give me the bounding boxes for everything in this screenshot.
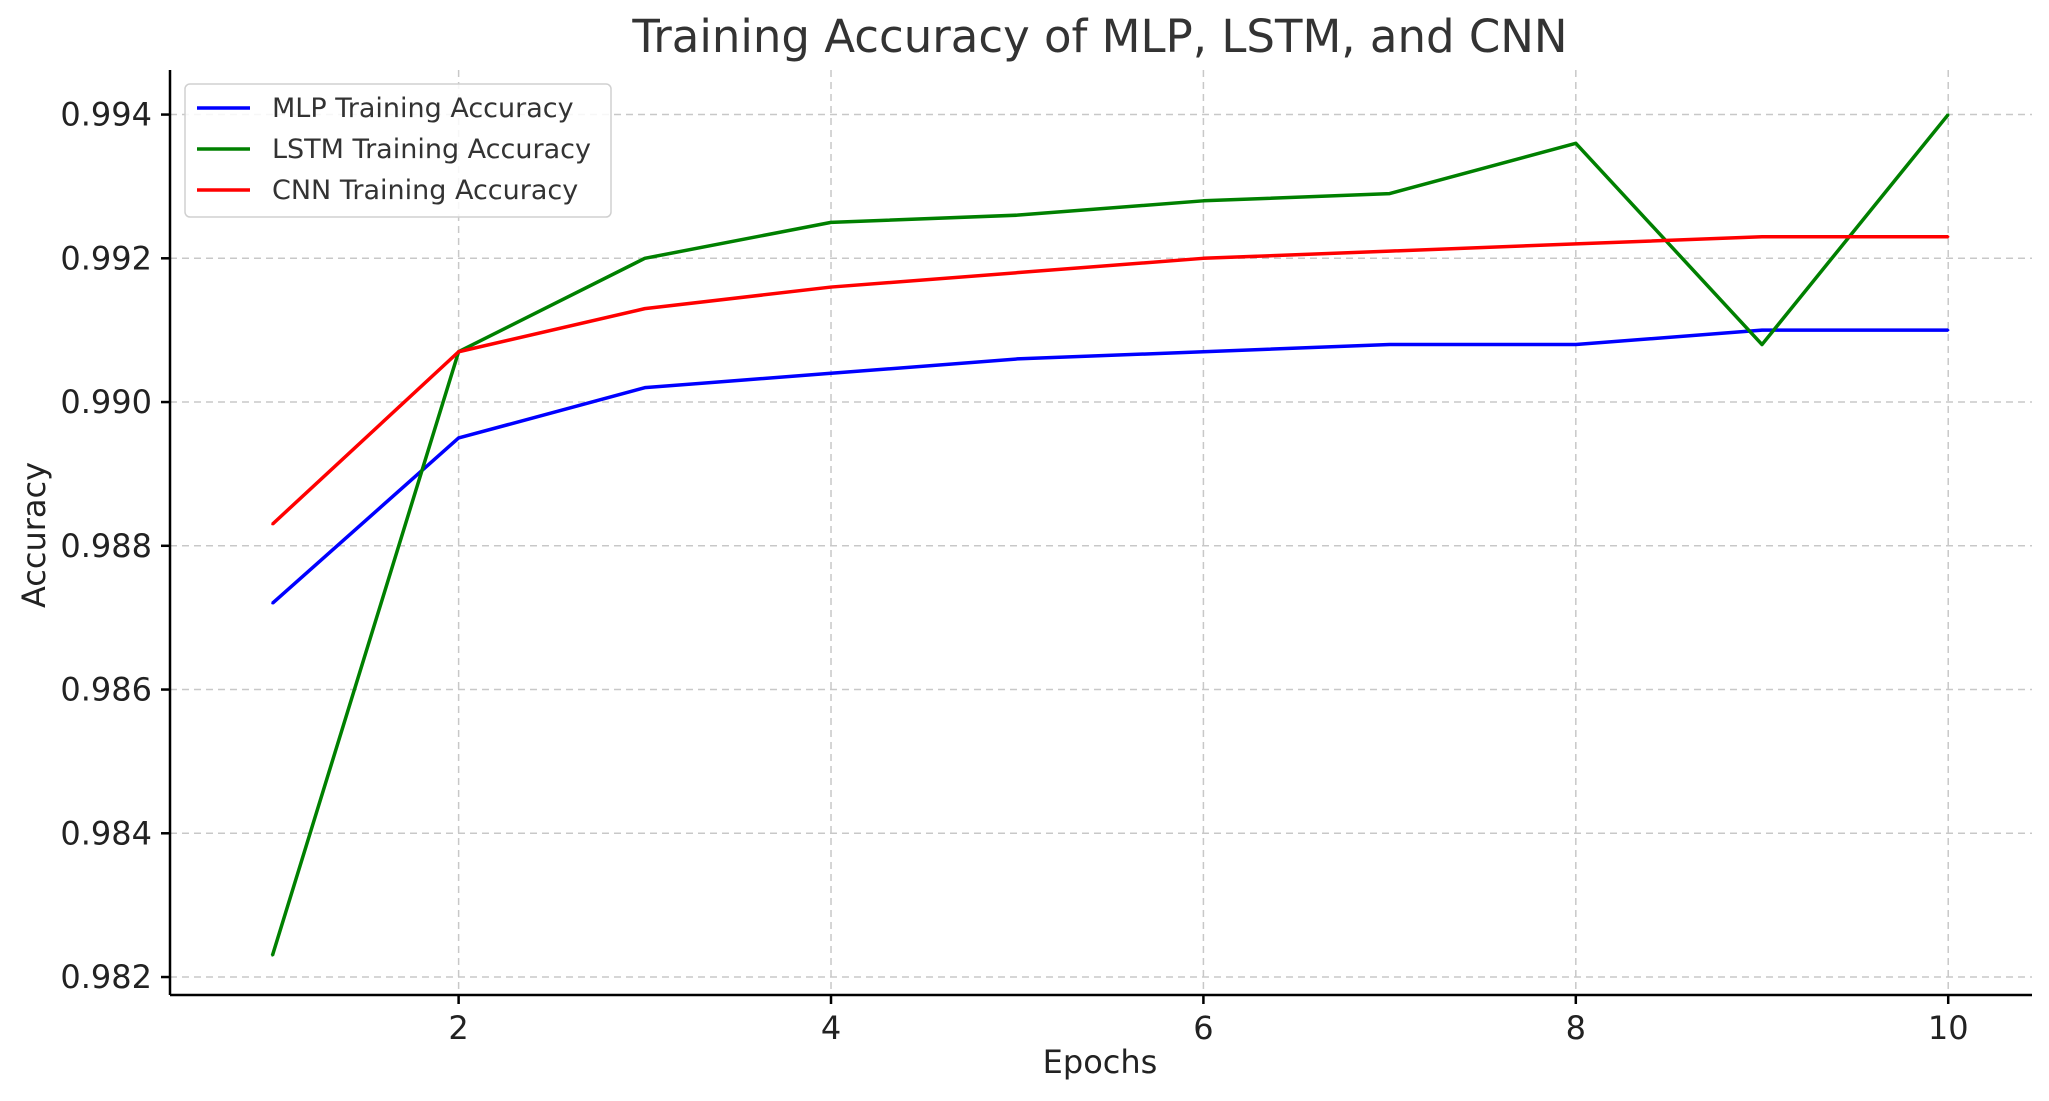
data-point (1760, 235, 1764, 238)
y-tick-label: 0.990 (60, 383, 152, 421)
series-line-lstm (270, 113, 1950, 956)
x-tick-label: 2 (448, 1009, 468, 1047)
series-line-cnn (271, 234, 1949, 526)
data-point (829, 221, 833, 224)
y-tick-label: 0.982 (60, 958, 152, 996)
data-point (1574, 343, 1578, 346)
data-point (1202, 199, 1205, 203)
legend-box (184, 83, 612, 218)
data-point (271, 602, 274, 605)
data-point (1016, 357, 1019, 361)
y-tick-label: 0.984 (60, 814, 152, 852)
x-tick-label: 8 (1566, 1009, 1586, 1047)
x-tick-label: 6 (1193, 1009, 1213, 1047)
legend-label: CNN Training Accuracy (272, 175, 578, 206)
y-tick-label: 0.992 (60, 239, 152, 277)
data-point (1947, 328, 1950, 332)
data-point (457, 350, 460, 353)
data-point (1574, 242, 1578, 246)
y-tick-label: 0.988 (60, 527, 152, 565)
data-point (1016, 213, 1019, 217)
data-point (1388, 192, 1391, 195)
x-axis-label: Epochs (1043, 1043, 1158, 1081)
grid (170, 70, 2032, 995)
data-point (1947, 113, 1950, 116)
y-tick-label: 0.994 (60, 96, 152, 134)
y-axis-label: Accuracy (15, 462, 53, 608)
axes (168, 70, 2032, 997)
data-point (271, 954, 274, 957)
data-point (1202, 257, 1205, 260)
legend-label: MLP Training Accuracy (272, 93, 574, 124)
data-point (457, 436, 460, 440)
data-point (643, 386, 647, 389)
ticks: 2 4 6 8 10 0.982 0.984 0.986 0.988 0.990 0.992 0.99… (60, 96, 1968, 1047)
legend: MLP Training Accuracy LSTM Training Accur… (184, 83, 612, 218)
data-point (643, 307, 647, 310)
legend-label: LSTM Training Accuracy (272, 134, 591, 165)
chart-title: Training Accuracy of MLP, LSTM, and CNN (631, 10, 1567, 63)
data-point (1760, 328, 1764, 332)
data-point (1947, 235, 1950, 238)
data-point (829, 372, 833, 375)
data-point (1388, 249, 1391, 253)
data-point (1574, 142, 1578, 145)
data-point (1388, 343, 1391, 346)
data-point (1202, 350, 1205, 353)
x-tick-label: 10 (1928, 1009, 1969, 1047)
data-point (1760, 343, 1764, 346)
series-line-mlp (271, 328, 1949, 605)
y-tick-label: 0.986 (60, 671, 152, 709)
data-point (1016, 271, 1019, 274)
data-point (829, 285, 833, 289)
series-lines (270, 113, 1950, 957)
x-tick-label: 4 (821, 1009, 841, 1047)
data-point (643, 257, 647, 260)
data-point (271, 523, 274, 526)
